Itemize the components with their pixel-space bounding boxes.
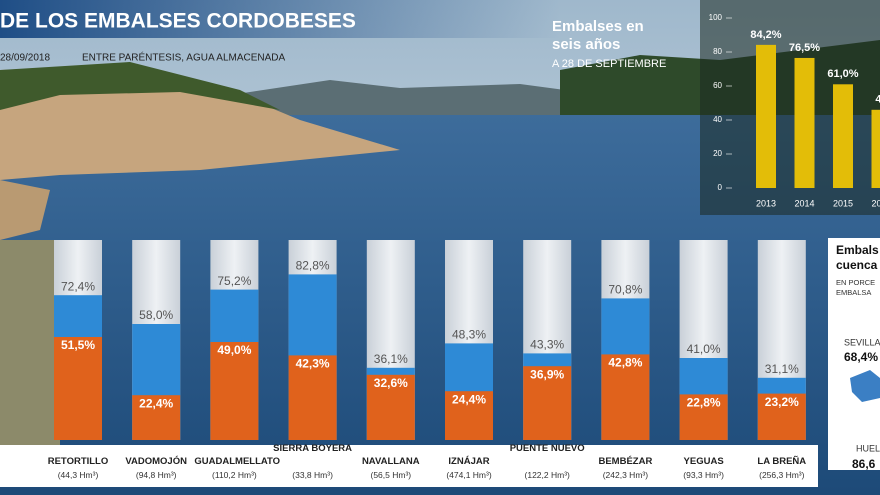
value-label: 22,8%	[687, 396, 721, 410]
reservoir-capacity: (474,1 Hm³)	[446, 470, 492, 480]
value-label: 72,4%	[61, 279, 95, 293]
bar	[871, 109, 880, 188]
value-label: 61,0%	[827, 68, 858, 80]
value-label: 24,4%	[452, 392, 486, 406]
value-label: 22,4%	[139, 396, 173, 410]
side-note: EN PORCE	[836, 278, 875, 287]
map-shape	[850, 370, 880, 402]
value-label: 42,3%	[296, 357, 330, 371]
reservoir-name: GUADALMELLATO	[194, 456, 281, 467]
reservoir-capacity: (93,3 Hm³)	[683, 470, 724, 480]
side-item-value: 86,6	[852, 457, 876, 471]
level	[210, 342, 259, 440]
reservoir-capacity: (33,8 Hm³)	[292, 470, 333, 480]
reservoir-capacity: (56,5 Hm³)	[370, 470, 412, 480]
level	[366, 374, 415, 440]
y-tick-label: 0	[718, 183, 723, 192]
value-label: 82,8%	[296, 259, 330, 273]
level	[445, 391, 493, 440]
label-strip	[0, 445, 818, 487]
side-title: Embals	[836, 243, 879, 257]
reservoir-name: VADOMOJÓN	[125, 456, 187, 467]
side-item-name: SEVILLA	[844, 337, 880, 347]
x-tick-label: 2016	[871, 198, 880, 208]
value-label: 46	[875, 94, 880, 106]
panel-subtitle: A 28 DE SEPTIEMBRE	[552, 58, 666, 70]
x-tick-label: 2013	[756, 198, 776, 208]
reservoir-name: PUENTE NUEVO	[509, 443, 585, 454]
value-label: 42,8%	[608, 356, 642, 370]
y-tick-label: 20	[713, 149, 722, 158]
reservoir-capacity: (122,2 Hm³)	[524, 470, 570, 480]
title: DE LOS EMBALSES CORDOBESES	[0, 10, 356, 33]
level	[757, 393, 806, 440]
value-label: 32,6%	[374, 376, 408, 390]
value-label: 84,2%	[750, 29, 781, 41]
reservoir-capacity: (44,3 Hm³)	[57, 470, 99, 480]
value-label: 36,9%	[530, 367, 564, 381]
date: 28/09/2018	[0, 53, 50, 64]
panel-title: Embalses en	[552, 18, 644, 35]
level	[679, 394, 728, 440]
panel-title: seis años	[552, 36, 620, 53]
value-label: 75,2%	[217, 274, 251, 288]
reservoir-name: NAVALLANA	[361, 456, 420, 467]
value-label: 31,1%	[765, 362, 799, 376]
value-label: 70,8%	[608, 283, 642, 297]
value-label: 49,0%	[217, 343, 251, 357]
value-label: 48,3%	[452, 328, 486, 342]
bar	[794, 57, 815, 189]
value-label: 41,0%	[687, 342, 721, 356]
y-tick-label: 100	[709, 13, 723, 22]
bar	[756, 44, 776, 188]
trees	[0, 62, 280, 110]
far-hills	[230, 80, 640, 120]
side-panel	[828, 238, 880, 470]
left-shore	[0, 180, 50, 240]
left-bank	[0, 240, 60, 450]
reservoir-capacity: (256,3 Hm³)	[759, 470, 805, 480]
reservoir-capacity: (94,8 Hm³)	[135, 470, 177, 480]
reservoir-name: SIERRA BOYERA	[273, 443, 352, 454]
note: ENTRE PARÉNTESIS, AGUA ALMACENADA	[82, 51, 286, 64]
reservoir-name: YEGUAS	[683, 456, 724, 467]
x-tick-label: 2014	[794, 198, 814, 208]
reservoir-name: IZNÁJAR	[448, 456, 490, 467]
reservoir-capacity: (110,2 Hm³)	[212, 470, 257, 480]
y-tick-label: 40	[713, 115, 722, 124]
value-label: 58,0%	[139, 308, 173, 322]
value-label: 23,2%	[765, 395, 799, 409]
value-label: 43,3%	[530, 338, 564, 352]
level	[288, 355, 337, 440]
reservoir-name: RETORTILLO	[47, 456, 109, 467]
reservoir-name: BEMBÉZAR	[598, 456, 653, 467]
level	[132, 395, 181, 440]
value-label: 76,5%	[789, 42, 820, 54]
level	[523, 366, 572, 440]
reservoir-name: LA BREÑA	[757, 456, 807, 467]
side-item-value: 68,4%	[844, 350, 878, 364]
value-label: 36,1%	[374, 352, 408, 366]
side-note: EMBALSA	[836, 288, 871, 297]
value-label: 51,5%	[61, 338, 95, 352]
title-band	[0, 0, 560, 38]
bar	[833, 84, 853, 188]
side-item-name: HUEL	[856, 443, 880, 453]
level	[601, 354, 650, 440]
level	[54, 337, 102, 440]
side-title: cuenca	[836, 258, 878, 272]
y-tick-label: 60	[713, 81, 722, 90]
reservoir-capacity: (242,3 Hm³)	[602, 470, 649, 480]
y-tick-label: 80	[713, 47, 722, 56]
x-tick-label: 2015	[833, 198, 853, 208]
